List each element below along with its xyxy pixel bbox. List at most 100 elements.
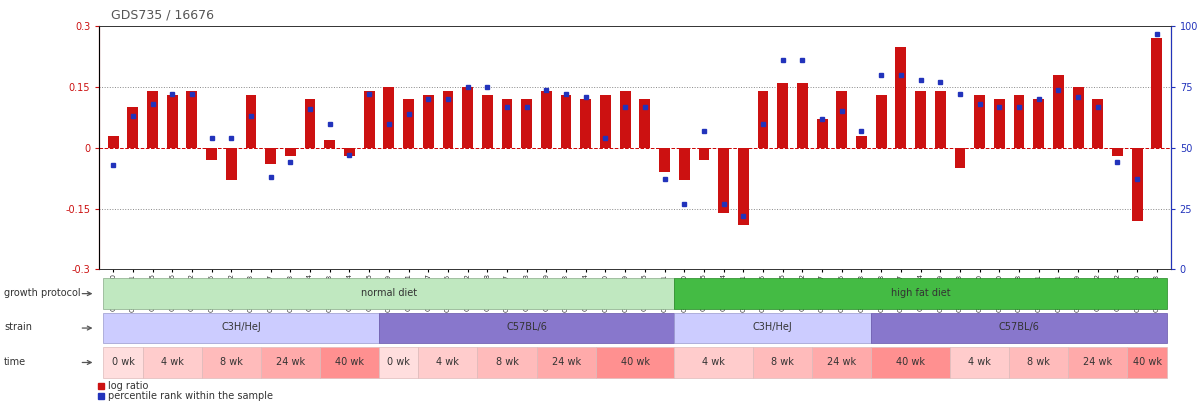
- Bar: [166, 95, 177, 148]
- Bar: [305, 99, 316, 148]
- Text: 0 wk: 0 wk: [388, 357, 411, 367]
- Bar: [142, 347, 202, 378]
- Text: 40 wk: 40 wk: [1132, 357, 1161, 367]
- Bar: [797, 83, 808, 148]
- Bar: [245, 95, 256, 148]
- Text: C57BL/6: C57BL/6: [506, 322, 547, 333]
- Bar: [816, 119, 827, 148]
- Bar: [699, 148, 710, 160]
- Bar: [103, 347, 142, 378]
- Bar: [895, 47, 906, 148]
- Text: GDS735 / 16676: GDS735 / 16676: [111, 9, 214, 21]
- Bar: [478, 347, 536, 378]
- Bar: [536, 347, 596, 378]
- Bar: [502, 99, 512, 148]
- Text: 8 wk: 8 wk: [1027, 357, 1050, 367]
- Bar: [423, 95, 433, 148]
- Bar: [674, 313, 871, 343]
- Bar: [1068, 347, 1128, 378]
- Bar: [560, 95, 571, 148]
- Bar: [679, 148, 689, 180]
- Bar: [581, 99, 591, 148]
- Bar: [226, 148, 237, 180]
- Bar: [103, 313, 379, 343]
- Bar: [620, 91, 631, 148]
- Bar: [379, 313, 674, 343]
- Bar: [954, 148, 965, 168]
- Text: 40 wk: 40 wk: [335, 357, 364, 367]
- Bar: [758, 91, 768, 148]
- Text: 24 wk: 24 wk: [827, 357, 856, 367]
- Bar: [737, 148, 749, 225]
- Bar: [206, 148, 217, 160]
- Bar: [147, 91, 158, 148]
- Bar: [320, 347, 379, 378]
- Text: 24 wk: 24 wk: [552, 357, 581, 367]
- Bar: [1112, 148, 1123, 156]
- Bar: [674, 278, 1167, 309]
- Bar: [1093, 99, 1104, 148]
- Bar: [718, 148, 729, 213]
- Text: log ratio: log ratio: [108, 382, 148, 391]
- Bar: [856, 136, 867, 148]
- Text: C3H/HeJ: C3H/HeJ: [753, 322, 792, 333]
- Text: 40 wk: 40 wk: [897, 357, 925, 367]
- Bar: [871, 347, 950, 378]
- Bar: [324, 140, 335, 148]
- Bar: [916, 91, 926, 148]
- Bar: [639, 99, 650, 148]
- Bar: [344, 148, 354, 156]
- Bar: [1009, 347, 1068, 378]
- Text: strain: strain: [4, 322, 32, 333]
- Text: normal diet: normal diet: [360, 288, 417, 298]
- Bar: [383, 87, 394, 148]
- Bar: [777, 83, 788, 148]
- Text: high fat diet: high fat diet: [891, 288, 950, 298]
- Bar: [285, 148, 296, 156]
- Bar: [443, 91, 454, 148]
- Text: 4 wk: 4 wk: [703, 357, 725, 367]
- Bar: [871, 313, 1167, 343]
- Text: 4 wk: 4 wk: [968, 357, 991, 367]
- Text: time: time: [4, 357, 26, 367]
- Bar: [596, 347, 674, 378]
- Bar: [753, 347, 813, 378]
- Bar: [1014, 95, 1025, 148]
- Text: 24 wk: 24 wk: [1083, 357, 1112, 367]
- Bar: [103, 278, 674, 309]
- Text: 8 wk: 8 wk: [220, 357, 243, 367]
- Bar: [1053, 75, 1064, 148]
- Bar: [202, 347, 261, 378]
- Text: growth protocol: growth protocol: [4, 288, 80, 298]
- Bar: [813, 347, 871, 378]
- Bar: [660, 148, 670, 172]
- Text: 8 wk: 8 wk: [496, 357, 518, 367]
- Text: C3H/HeJ: C3H/HeJ: [221, 322, 261, 333]
- Bar: [600, 95, 610, 148]
- Bar: [462, 87, 473, 148]
- Bar: [127, 107, 138, 148]
- Bar: [379, 347, 419, 378]
- Text: percentile rank within the sample: percentile rank within the sample: [108, 392, 273, 401]
- Bar: [261, 347, 320, 378]
- Bar: [837, 91, 847, 148]
- Bar: [950, 347, 1009, 378]
- Bar: [266, 148, 277, 164]
- Text: 8 wk: 8 wk: [771, 357, 794, 367]
- Bar: [364, 91, 375, 148]
- Bar: [876, 95, 887, 148]
- Bar: [1132, 148, 1143, 221]
- Bar: [994, 99, 1004, 148]
- Bar: [187, 91, 198, 148]
- Bar: [419, 347, 478, 378]
- Bar: [674, 347, 753, 378]
- Text: 4 wk: 4 wk: [160, 357, 183, 367]
- Bar: [974, 95, 985, 148]
- Text: 40 wk: 40 wk: [620, 357, 650, 367]
- Bar: [1033, 99, 1044, 148]
- Bar: [1073, 87, 1083, 148]
- Text: C57BL/6: C57BL/6: [998, 322, 1039, 333]
- Bar: [1128, 347, 1167, 378]
- Text: 4 wk: 4 wk: [437, 357, 460, 367]
- Text: 24 wk: 24 wk: [275, 357, 305, 367]
